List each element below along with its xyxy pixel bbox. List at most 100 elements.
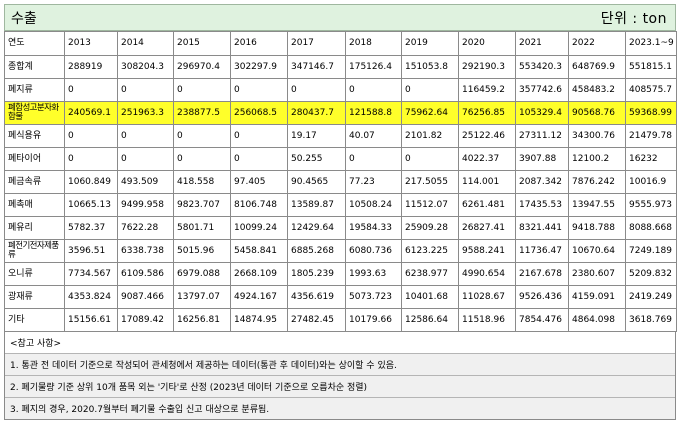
table-cell: 4924.167 bbox=[230, 285, 288, 309]
table-cell: 25122.46 bbox=[458, 124, 516, 148]
table-cell: 11736.47 bbox=[515, 239, 569, 263]
col-header-2016: 2016 bbox=[230, 31, 288, 56]
table-cell: 10179.66 bbox=[345, 308, 402, 332]
table-cell: 0 bbox=[287, 78, 346, 102]
row-label: 폐식용유 bbox=[4, 124, 65, 148]
table-cell: 10401.68 bbox=[401, 285, 459, 309]
table-cell: 6123.225 bbox=[401, 239, 459, 263]
table-cell: 648769.9 bbox=[568, 55, 626, 79]
table-cell: 0 bbox=[117, 124, 174, 148]
table-cell: 11518.96 bbox=[458, 308, 516, 332]
col-header-2020: 2020 bbox=[458, 31, 516, 56]
note-item-3: 3. 폐지의 경우, 2020.7월부터 폐기물 수출입 신고 대상으로 분류됨… bbox=[5, 397, 675, 419]
table-cell: 2380.607 bbox=[568, 262, 626, 286]
table-cell: 19.17 bbox=[287, 124, 346, 148]
table-cell: 151053.8 bbox=[401, 55, 459, 79]
table-row: 종합계 288919 308204.3 296970.4 302297.9 347146.… bbox=[4, 55, 677, 79]
table-row: 광재류 4353.824 9087.466 13797.07 4924.167 4356.… bbox=[4, 285, 677, 309]
table-cell: 5801.71 bbox=[173, 216, 231, 240]
table-cell: 116459.2 bbox=[458, 78, 516, 102]
table-cell: 0 bbox=[401, 78, 459, 102]
table-cell: 6109.586 bbox=[117, 262, 174, 286]
table-cell: 13947.55 bbox=[568, 193, 626, 217]
row-label: 폐촉매 bbox=[4, 193, 65, 217]
table-cell: 6080.736 bbox=[345, 239, 402, 263]
table-cell: 3618.769 bbox=[625, 308, 677, 332]
table-cell: 14874.95 bbox=[230, 308, 288, 332]
table-cell: 27482.45 bbox=[287, 308, 346, 332]
table-cell: 21479.78 bbox=[625, 124, 677, 148]
table-cell: 10099.24 bbox=[230, 216, 288, 240]
table-cell: 4864.098 bbox=[568, 308, 626, 332]
table-cell: 493.509 bbox=[117, 170, 174, 194]
table-cell: 6979.088 bbox=[173, 262, 231, 286]
table-cell: 11028.67 bbox=[458, 285, 516, 309]
col-header-2015: 2015 bbox=[173, 31, 231, 56]
row-label: 폐전기전자제품류 bbox=[4, 239, 65, 263]
table-cell: 4356.619 bbox=[287, 285, 346, 309]
note-item-2: 2. 폐기물량 기준 상위 10개 품목 외는 '기타'로 산정 (2023년 … bbox=[5, 375, 675, 397]
notes-heading: <참고 사항> bbox=[10, 339, 62, 349]
table-row: 폐타이어 0 0 0 0 50.255 0 0 4022.37 3907.88 12100.2 162… bbox=[4, 147, 677, 171]
col-header-2018: 2018 bbox=[345, 31, 402, 56]
table-cell: 9588.241 bbox=[458, 239, 516, 263]
table-cell: 8106.748 bbox=[230, 193, 288, 217]
table-cell: 2167.678 bbox=[515, 262, 569, 286]
table-cell: 9087.466 bbox=[117, 285, 174, 309]
table-cell: 40.07 bbox=[345, 124, 402, 148]
table-cell: 4022.37 bbox=[458, 147, 516, 171]
table-cell: 25909.28 bbox=[401, 216, 459, 240]
table-cell: 59368.99 bbox=[625, 101, 677, 125]
table-cell: 6261.481 bbox=[458, 193, 516, 217]
table-row: 폐금속류 1060.849 493.509 418.558 97.405 90.4565 7… bbox=[4, 170, 677, 194]
table-cell: 12586.64 bbox=[401, 308, 459, 332]
table-cell: 551815.1 bbox=[625, 55, 677, 79]
table-cell: 7249.189 bbox=[625, 239, 677, 263]
table-cell: 76256.85 bbox=[458, 101, 516, 125]
page-title: 수출 bbox=[11, 10, 37, 27]
row-label: 폐타이어 bbox=[4, 147, 65, 171]
table-cell: 17435.53 bbox=[515, 193, 569, 217]
col-header-2014: 2014 bbox=[117, 31, 174, 56]
table-cell: 5073.723 bbox=[345, 285, 402, 309]
table-cell: 0 bbox=[173, 124, 231, 148]
table-cell: 16232 bbox=[625, 147, 677, 171]
table-cell: 0 bbox=[345, 147, 402, 171]
table-cell: 16256.81 bbox=[173, 308, 231, 332]
table-cell: 50.255 bbox=[287, 147, 346, 171]
table-cell: 9526.436 bbox=[515, 285, 569, 309]
export-table: 연도 2013 2014 2015 2016 2017 2018 2019 20… bbox=[4, 31, 677, 332]
table-row: 폐합성고분자화합물 240569.1 251963.3 238877.5 256068.… bbox=[4, 101, 677, 125]
table-cell: 5782.37 bbox=[64, 216, 118, 240]
table-cell: 240569.1 bbox=[64, 101, 118, 125]
table-cell: 217.5055 bbox=[401, 170, 459, 194]
table-cell: 12429.64 bbox=[287, 216, 346, 240]
col-header-2013: 2013 bbox=[64, 31, 118, 56]
unit-label: 단위 : ton bbox=[600, 10, 667, 27]
table-cell: 0 bbox=[117, 147, 174, 171]
row-label: 기타 bbox=[4, 308, 65, 332]
table-cell: 296970.4 bbox=[173, 55, 231, 79]
table-cell: 280437.7 bbox=[287, 101, 346, 125]
table-cell: 2668.109 bbox=[230, 262, 288, 286]
col-header-2021: 2021 bbox=[515, 31, 569, 56]
col-header-2022: 2022 bbox=[568, 31, 626, 56]
table-cell: 12100.2 bbox=[568, 147, 626, 171]
col-header-2017: 2017 bbox=[287, 31, 346, 56]
table-cell: 9823.707 bbox=[173, 193, 231, 217]
table-cell: 458483.2 bbox=[568, 78, 626, 102]
table-cell: 0 bbox=[173, 147, 231, 171]
table-cell: 7734.567 bbox=[64, 262, 118, 286]
table-cell: 308204.3 bbox=[117, 55, 174, 79]
table-cell: 302297.9 bbox=[230, 55, 288, 79]
table-cell: 19584.33 bbox=[345, 216, 402, 240]
table-cell: 1060.849 bbox=[64, 170, 118, 194]
col-header-2019: 2019 bbox=[401, 31, 459, 56]
table-cell: 9499.958 bbox=[117, 193, 174, 217]
table-row: 기타 15156.61 17089.42 16256.81 14874.95 27482.… bbox=[4, 308, 677, 332]
table-cell: 11512.07 bbox=[401, 193, 459, 217]
table-cell: 105329.4 bbox=[515, 101, 569, 125]
table-cell: 251963.3 bbox=[117, 101, 174, 125]
title-bar: 수출 단위 : ton bbox=[4, 4, 676, 31]
table-row: 폐전기전자제품류 3596.51 6338.738 5015.96 5458.841 68… bbox=[4, 239, 677, 263]
